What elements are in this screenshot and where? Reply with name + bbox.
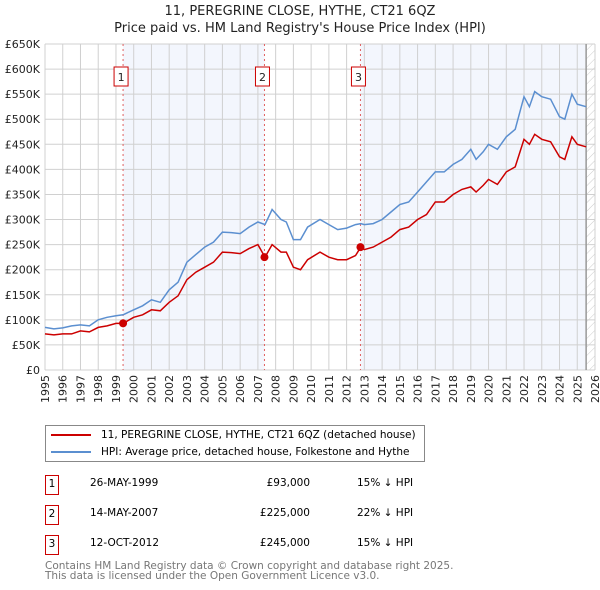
x-tick-label: 2006 — [234, 375, 247, 403]
sale-date: 26-MAY-1999 — [90, 477, 159, 489]
chart-title: 11, PEREGRINE CLOSE, HYTHE, CT21 6QZ — [164, 4, 436, 19]
footer-line: Contains HM Land Registry data © Crown c… — [45, 560, 454, 572]
x-tick-label: 2014 — [376, 375, 389, 403]
y-tick-label: £650K — [5, 38, 41, 51]
x-tick-label: 2018 — [447, 375, 460, 403]
shaded-period — [123, 44, 265, 370]
y-tick-label: £350K — [5, 188, 41, 201]
x-tick-label: 2025 — [571, 375, 584, 403]
x-tick-label: 2020 — [483, 375, 496, 403]
x-tick-label: 2008 — [270, 375, 283, 403]
legend-label: 11, PEREGRINE CLOSE, HYTHE, CT21 6QZ (de… — [101, 429, 416, 441]
sale-point — [260, 253, 269, 262]
sale-label-box — [254, 66, 270, 87]
hpi-line — [44, 90, 587, 330]
x-tick-label: 1998 — [92, 375, 105, 403]
x-tick-label: 2003 — [181, 375, 194, 403]
sale-point — [119, 319, 128, 328]
footer-line: This data is licensed under the Open Gov… — [45, 570, 380, 582]
y-tick-label: £250K — [5, 239, 41, 252]
property-price-line — [44, 133, 587, 336]
sale-label: 1 — [118, 71, 125, 84]
x-tick-label: 2013 — [358, 375, 371, 403]
sale-hpi-diff: 22% ↓ HPI — [357, 507, 414, 519]
x-tick-label: 2019 — [465, 375, 478, 403]
sale-label: 3 — [355, 71, 362, 84]
sale-date: 12-OCT-2012 — [90, 537, 159, 549]
y-tick-label: £600K — [5, 63, 41, 76]
y-tick-label: £500K — [5, 113, 41, 126]
x-tick-label: 1999 — [110, 375, 123, 403]
sale-marker-badge: 1 — [45, 475, 59, 495]
y-tick-label: £50K — [12, 339, 41, 352]
x-tick-label: 2015 — [394, 375, 407, 403]
y-tick-label: £450K — [5, 138, 41, 151]
sale-label-box — [113, 66, 129, 87]
chart-subtitle: Price paid vs. HM Land Registry's House … — [114, 21, 486, 36]
x-tick-label: 1996 — [57, 375, 70, 403]
x-tick-label: 2011 — [323, 375, 336, 403]
legend-label: HPI: Average price, detached house, Folk… — [101, 446, 410, 458]
y-tick-label: £200K — [5, 264, 41, 277]
y-tick-label: £400K — [5, 163, 41, 176]
x-tick-label: 2022 — [518, 375, 531, 403]
x-tick-label: 1995 — [39, 375, 52, 403]
x-tick-label: 2012 — [341, 375, 354, 403]
x-tick-label: 2016 — [412, 375, 425, 403]
legend-item-property: 11, PEREGRINE CLOSE, HYTHE, CT21 6QZ (de… — [51, 427, 416, 443]
sale-marker-badge: 2 — [45, 505, 59, 525]
sale-date: 14-MAY-2007 — [90, 507, 159, 519]
sale-price: £93,000 — [266, 477, 310, 489]
legend: 11, PEREGRINE CLOSE, HYTHE, CT21 6QZ (de… — [45, 425, 425, 462]
legend-swatch-blue — [51, 451, 91, 453]
sale-price: £225,000 — [259, 507, 310, 519]
x-tick-label: 2026 — [589, 375, 600, 403]
legend-swatch-red — [51, 434, 91, 436]
x-tick-label: 2023 — [536, 375, 549, 403]
x-tick-label: 2009 — [287, 375, 300, 403]
sale-hpi-diff: 15% ↓ HPI — [357, 537, 414, 549]
sale-price: £245,000 — [259, 537, 310, 549]
y-tick-label: £0 — [26, 364, 40, 377]
x-tick-label: 2000 — [128, 375, 141, 403]
footer-attribution: Contains HM Land Registry data © Crown c… — [45, 560, 454, 582]
sale-hpi-diff: 15% ↓ HPI — [357, 477, 414, 489]
legend-item-hpi: HPI: Average price, detached house, Folk… — [51, 444, 409, 460]
y-tick-label: £300K — [5, 214, 41, 227]
x-tick-label: 2024 — [554, 375, 567, 403]
forecast-hatch — [586, 44, 595, 370]
sale-point — [356, 243, 365, 252]
sale-row: 2 14-MAY-2007 £225,000 22% ↓ HPI — [45, 505, 445, 525]
x-tick-label: 2002 — [163, 375, 176, 403]
line-chart: 1995 1996 1997 1998 1999 2000 2001 2002 2003 2004… — [5, 38, 600, 403]
y-tick-label: £150K — [5, 289, 41, 302]
x-tick-label: 1997 — [74, 375, 87, 403]
sale-label-box — [350, 66, 366, 87]
sale-marker-badge: 3 — [45, 535, 59, 555]
x-tick-label: 2001 — [145, 375, 158, 403]
shaded-period — [360, 44, 587, 370]
x-tick-label: 2005 — [216, 375, 229, 403]
x-tick-label: 2017 — [429, 375, 442, 403]
x-tick-label: 2004 — [199, 375, 212, 403]
x-tick-label: 2007 — [252, 375, 265, 403]
x-tick-label: 2021 — [500, 375, 513, 403]
sale-label: 2 — [259, 71, 266, 84]
sale-row: 3 12-OCT-2012 £245,000 15% ↓ HPI — [45, 535, 445, 555]
y-tick-label: £100K — [5, 314, 41, 327]
x-tick-label: 2010 — [305, 375, 318, 403]
sale-row: 1 26-MAY-1999 £93,000 15% ↓ HPI — [45, 475, 445, 495]
y-tick-label: £550K — [5, 88, 41, 101]
